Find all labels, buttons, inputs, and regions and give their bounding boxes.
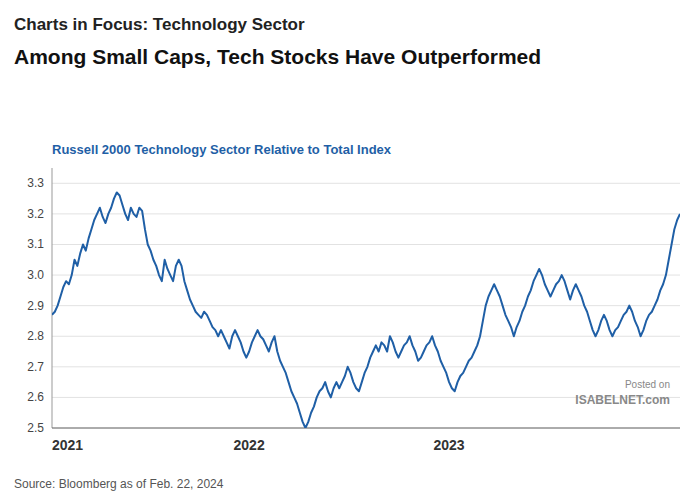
source: Source: Bloomberg as of Feb. 22, 2024 (14, 477, 224, 491)
y-tick-label: 3.2 (27, 207, 44, 221)
y-tick-label: 2.7 (27, 360, 44, 374)
chart: Charts in Focus: Technology Sector Among … (0, 0, 700, 500)
chart-heading: Russell 2000 Technology Sector Relative … (52, 142, 392, 157)
x-axis-line (52, 428, 680, 429)
grid-line (52, 183, 680, 184)
y-axis-line (52, 168, 53, 428)
y-tick-label: 2.8 (27, 329, 44, 343)
watermark: ISABELNET.com (575, 393, 670, 407)
y-tick-label: 3.0 (27, 268, 44, 282)
grid-line (52, 275, 680, 276)
y-tick-label: 3.1 (27, 237, 44, 251)
y-axis: 2.5 2.6 2.7 2.8 2.9 3.0 3.1 3.2 3.3 (27, 176, 44, 435)
x-tick-label: 2021 (52, 437, 83, 453)
x-tick-label: 2023 (433, 437, 464, 453)
grid-line (52, 428, 680, 429)
plot-area (52, 192, 680, 428)
background (0, 0, 700, 500)
series-line (52, 192, 680, 428)
grid-line (52, 366, 680, 367)
x-axis: 2021 2022 2023 (52, 437, 465, 453)
title: Charts in Focus: Technology Sector (14, 15, 305, 34)
grid-line (52, 213, 680, 214)
y-grid (52, 183, 680, 428)
grid-line (52, 336, 680, 337)
y-tick-label: 3.3 (27, 176, 44, 190)
watermark: Posted on (625, 379, 670, 390)
subtitle: Among Small Caps, Tech Stocks Have Outpe… (14, 45, 541, 68)
y-tick-label: 2.5 (27, 421, 44, 435)
grid-line (52, 305, 680, 306)
x-tick-label: 2022 (234, 437, 265, 453)
grid-line (52, 244, 680, 245)
y-tick-label: 2.9 (27, 299, 44, 313)
y-tick-label: 2.6 (27, 390, 44, 404)
